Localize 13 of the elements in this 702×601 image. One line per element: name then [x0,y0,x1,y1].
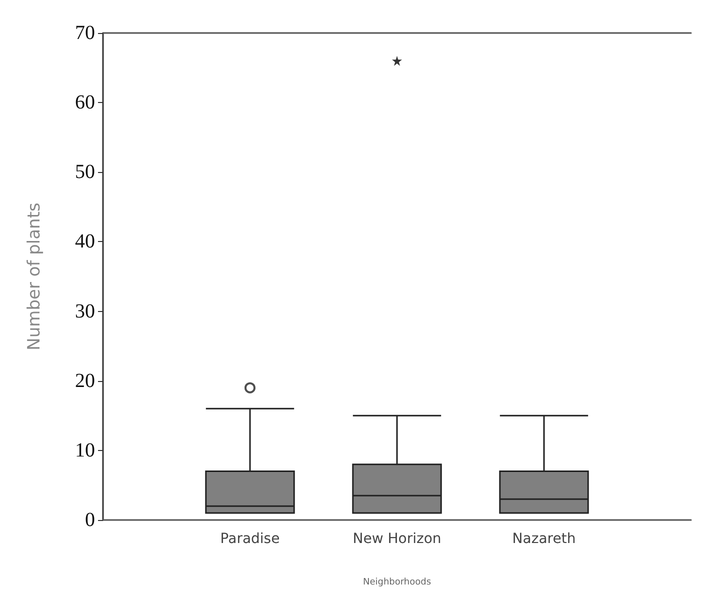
y-tick-label: 30 [75,300,95,322]
x-tick-label: Paradise [220,531,280,547]
y-tick-label: 10 [75,439,95,462]
x-tick-label: New Horizon [352,531,442,547]
y-tick-label: 20 [75,370,95,392]
y-tick-label: 40 [75,230,95,253]
y-tick-label: 70 [75,22,95,44]
y-tick-label: 60 [75,92,95,114]
x-axis-title: Neighborhoods [362,578,432,588]
x-tick-label: Nazareth [512,531,576,547]
y-tick-label: 50 [75,161,95,184]
y-axis-title: Number of plants [24,202,44,350]
y-tick-label: 0 [85,509,95,531]
